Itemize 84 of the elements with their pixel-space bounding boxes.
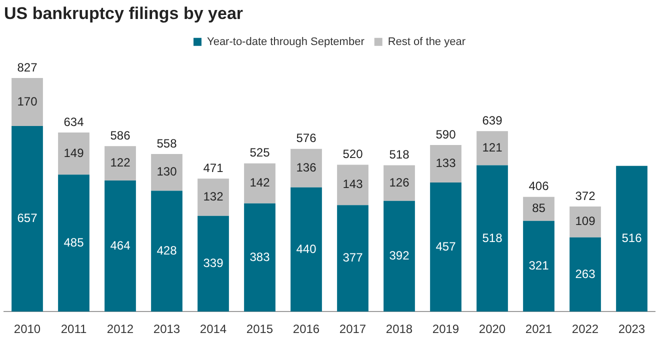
bar (476, 165, 508, 312)
x-tick-label: 2015 (246, 322, 274, 336)
bar (244, 163, 276, 204)
data-label: 516 (622, 231, 642, 246)
total-label: 518 (389, 148, 410, 162)
data-label: 464 (110, 238, 131, 252)
total-label: 590 (436, 127, 456, 142)
bar (430, 182, 462, 312)
bar (12, 78, 43, 126)
x-tick-label: 2013 (153, 322, 180, 336)
bar (104, 180, 136, 312)
x-tick-label: 2017 (339, 322, 366, 336)
total-label: 372 (575, 188, 596, 203)
bar (290, 148, 322, 188)
bar (151, 190, 182, 312)
bar (616, 166, 648, 312)
data-label: 133 (436, 156, 456, 170)
bar (523, 196, 554, 221)
x-tick-label: 2016 (292, 322, 320, 336)
bar (12, 126, 43, 312)
total-label: 576 (296, 131, 317, 146)
total-label: 827 (17, 60, 38, 74)
x-tick-label: 2014 (200, 322, 227, 336)
bar (104, 146, 136, 181)
bar (58, 174, 90, 312)
bar (151, 154, 182, 191)
data-label: 170 (17, 94, 38, 108)
data-label: 136 (296, 160, 317, 174)
data-label: 428 (156, 243, 178, 258)
total-label: 634 (64, 114, 84, 129)
data-label: 263 (575, 266, 596, 281)
total-label: 639 (482, 113, 503, 128)
total-label: 406 (528, 179, 550, 194)
bar (58, 132, 90, 175)
total-label: 586 (110, 128, 131, 142)
total-label: 520 (342, 147, 364, 162)
data-label: 132 (203, 190, 224, 204)
data-label: 657 (17, 211, 38, 226)
data-label: 143 (342, 177, 364, 192)
x-tick-label: 2012 (106, 322, 134, 336)
data-label: 126 (389, 175, 410, 190)
legend-label: Rest of the year (388, 36, 466, 48)
data-label: 85 (532, 201, 546, 216)
bar (384, 200, 415, 312)
bar (523, 220, 554, 312)
bar (476, 131, 508, 166)
data-label: 130 (156, 164, 178, 179)
bar (198, 216, 229, 312)
bar (337, 205, 368, 312)
total-label: 525 (250, 146, 270, 160)
data-label: 149 (64, 146, 84, 160)
data-label: 440 (296, 242, 317, 256)
x-tick-label: 2019 (432, 322, 460, 336)
data-label: 142 (250, 176, 270, 190)
bar (337, 164, 368, 206)
x-tick-label: 2010 (14, 322, 41, 336)
x-tick-label: 2021 (525, 322, 552, 336)
x-tick-label: 2011 (60, 322, 87, 336)
total-label: 558 (156, 136, 178, 150)
total-label: 471 (203, 160, 224, 175)
data-label: 377 (342, 250, 364, 265)
bar (290, 187, 322, 312)
x-tick-label: 2020 (478, 322, 506, 336)
data-label: 392 (389, 248, 410, 263)
bar (570, 237, 601, 312)
x-tick-label: 2022 (572, 322, 599, 336)
data-label: 485 (64, 235, 84, 250)
data-label: 383 (250, 250, 270, 264)
data-label: 122 (110, 156, 131, 170)
data-label: 321 (528, 258, 550, 273)
data-label: 339 (203, 256, 224, 270)
bar (198, 178, 229, 216)
x-tick-label: 2018 (386, 322, 413, 336)
data-label: 109 (575, 214, 596, 228)
bar (570, 206, 601, 238)
data-label: 457 (436, 239, 456, 254)
data-label: 518 (482, 230, 503, 245)
legend-label: Year-to-date through September (206, 36, 365, 48)
chart-title: US bankruptcy filings by year (4, 4, 244, 23)
bar (244, 203, 276, 312)
data-label: 121 (482, 140, 503, 155)
x-tick-label: 2023 (618, 322, 646, 336)
bar (430, 144, 462, 183)
bar (384, 165, 415, 201)
